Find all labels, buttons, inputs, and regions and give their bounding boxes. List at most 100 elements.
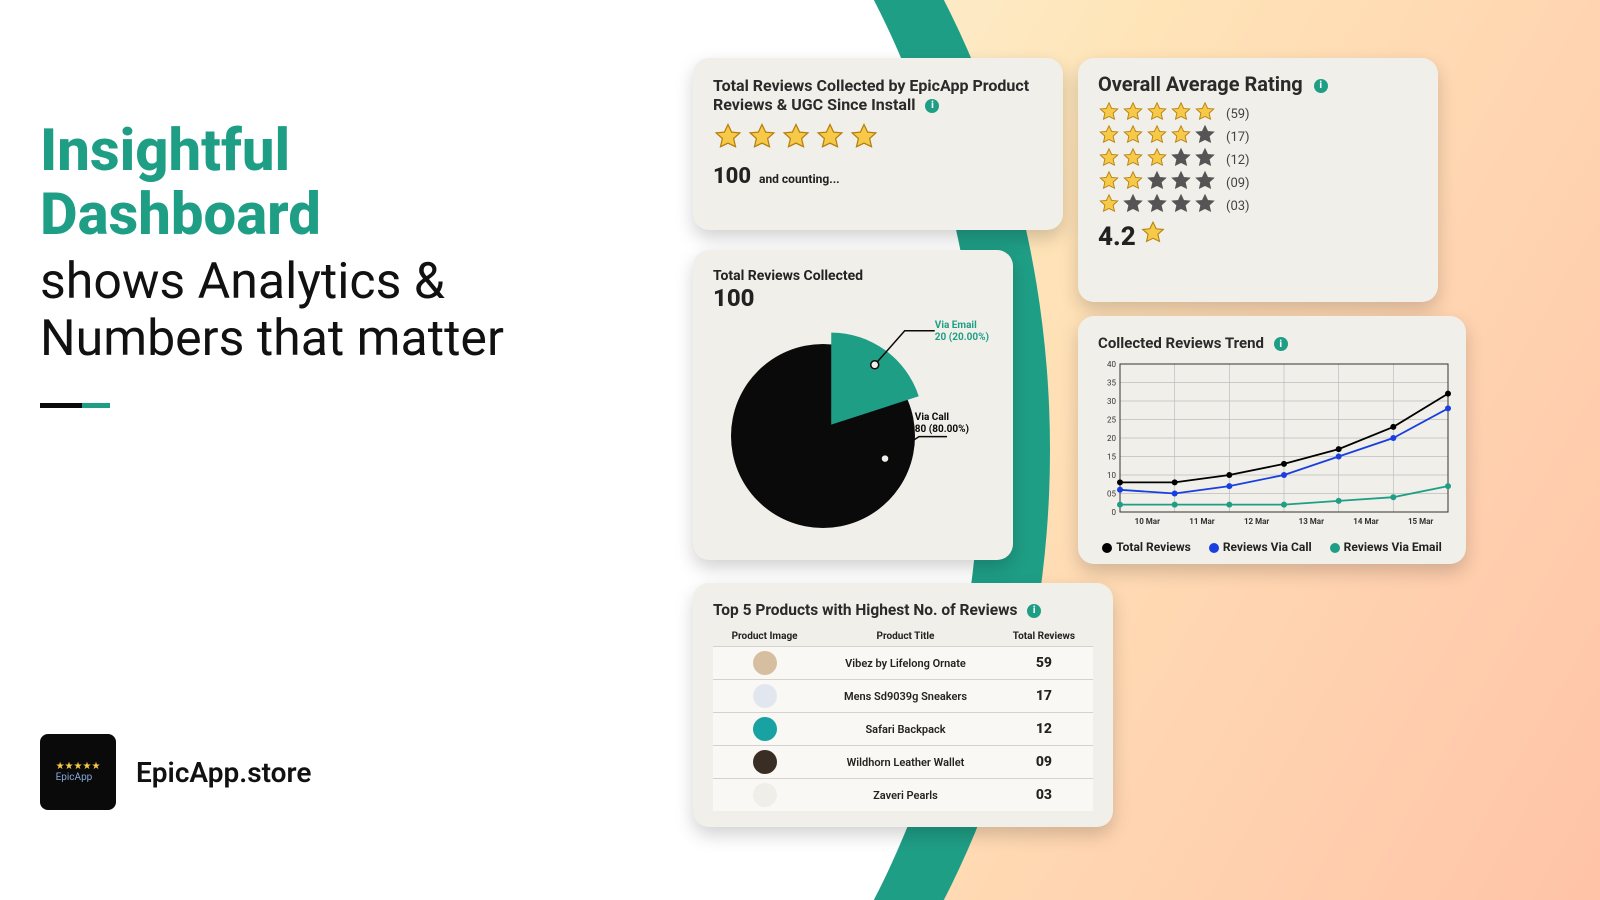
avg-title: Overall Average Rating i: [1098, 72, 1418, 96]
brand-name: EpicApp.store: [136, 756, 311, 789]
star-icon: [747, 122, 777, 156]
card-trend-chart: Collected Reviews Trend i 0 05 10 15 20 25 30 3…: [1078, 316, 1466, 564]
svg-text:25: 25: [1107, 416, 1116, 425]
trend-title-text: Collected Reviews Trend: [1098, 334, 1264, 352]
card-average-rating: Overall Average Rating i (59) (17) (12) (09…: [1078, 58, 1438, 302]
headline-black: shows Analytics & Numbers that matter: [40, 254, 560, 369]
star-icon: [713, 122, 743, 156]
product-reviews-cell: 59: [995, 647, 1093, 680]
headline-block: Insightful Dashboard shows Analytics & N…: [40, 120, 560, 408]
product-thumb-icon: [753, 651, 777, 675]
legend-item: Reviews Via Email: [1330, 540, 1442, 554]
star-icon: [1194, 193, 1216, 219]
card-total-title: Total Reviews Collected by EpicApp Produ…: [713, 76, 1043, 114]
legend-item: Total Reviews: [1102, 540, 1191, 554]
top5-table: Product ImageProduct TitleTotal Reviews …: [713, 627, 1093, 811]
star-icon: [815, 122, 845, 156]
svg-text:20: 20: [1107, 434, 1116, 443]
top5-title: Top 5 Products with Highest No. of Revie…: [713, 601, 1093, 619]
star-icon: [849, 122, 879, 156]
rating-count: (12): [1226, 153, 1250, 168]
svg-text:0: 0: [1112, 508, 1117, 517]
table-row: Safari Backpack12: [713, 713, 1093, 746]
pie-call-label: Via Call 80 (80.00%): [915, 412, 969, 436]
product-title-cell: Safari Backpack: [816, 713, 995, 746]
svg-text:15 Mar: 15 Mar: [1408, 517, 1433, 526]
card-total-reviews: Total Reviews Collected by EpicApp Produ…: [693, 58, 1063, 230]
pie-email-label: Via Email 20 (20.00%): [935, 320, 989, 344]
product-reviews-cell: 12: [995, 713, 1093, 746]
rating-count: (59): [1226, 107, 1250, 122]
rating-row: (03): [1098, 193, 1418, 219]
avg-value-row: 4.2: [1098, 220, 1418, 253]
table-row: Wildhorn Leather Wallet09: [713, 746, 1093, 779]
product-title-cell: Zaveri Pearls: [816, 779, 995, 812]
table-header-cell: Product Image: [713, 627, 816, 647]
pie-title: Total Reviews Collected: [713, 268, 993, 284]
star-icon: [781, 122, 811, 156]
product-title-cell: Wildhorn Leather Wallet: [816, 746, 995, 779]
pie-chart: Via Email 20 (20.00%) Via Call 80 (80.00…: [713, 316, 993, 536]
install-count: 100: [713, 164, 751, 189]
product-reviews-cell: 09: [995, 746, 1093, 779]
svg-text:13 Mar: 13 Mar: [1299, 517, 1324, 526]
table-row: Zaveri Pearls03: [713, 779, 1093, 812]
product-thumb-icon: [753, 684, 777, 708]
product-title-cell: Mens Sd9039g Sneakers: [816, 680, 995, 713]
brand-row: ★★★★★EpicApp EpicApp.store: [40, 734, 311, 810]
product-image-cell: [713, 779, 816, 812]
svg-text:14 Mar: 14 Mar: [1353, 517, 1378, 526]
table-header-row: Product ImageProduct TitleTotal Reviews: [713, 627, 1093, 647]
table-header-cell: Product Title: [816, 627, 995, 647]
svg-text:35: 35: [1107, 379, 1116, 388]
product-reviews-cell: 17: [995, 680, 1093, 713]
product-title-cell: Vibez by Lifelong Ornate: [816, 647, 995, 680]
svg-text:15: 15: [1107, 453, 1116, 462]
product-thumb-icon: [753, 717, 777, 741]
install-suffix: and counting...: [759, 172, 840, 186]
pie-total: 100: [713, 284, 993, 312]
table-row: Mens Sd9039g Sneakers17: [713, 680, 1093, 713]
table-row: Vibez by Lifelong Ornate59: [713, 647, 1093, 680]
info-icon[interactable]: i: [1274, 337, 1288, 351]
trend-legend: Total Reviews Reviews Via Call Reviews Via…: [1098, 540, 1446, 554]
table-header-cell: Total Reviews: [995, 627, 1093, 647]
star-icon: [1122, 193, 1144, 219]
product-thumb-icon: [753, 783, 777, 807]
legend-item: Reviews Via Call: [1209, 540, 1312, 554]
star-icon: [1170, 193, 1192, 219]
info-icon[interactable]: i: [1314, 79, 1328, 93]
svg-text:40: 40: [1107, 360, 1116, 369]
svg-text:10: 10: [1107, 471, 1116, 480]
product-reviews-cell: 03: [995, 779, 1093, 812]
product-image-cell: [713, 647, 816, 680]
svg-text:10 Mar: 10 Mar: [1135, 517, 1160, 526]
svg-text:30: 30: [1107, 397, 1116, 406]
card-total-title-text: Total Reviews Collected by EpicApp Produ…: [713, 76, 1029, 114]
star-icon: [1098, 193, 1120, 219]
svg-text:11 Mar: 11 Mar: [1189, 517, 1214, 526]
rating-count: (09): [1226, 176, 1250, 191]
headline-green: Insightful Dashboard: [40, 120, 560, 248]
avg-value: 4.2: [1098, 222, 1136, 252]
info-icon[interactable]: i: [1027, 604, 1041, 618]
card-pie-chart: Total Reviews Collected 100 Via Email 20…: [693, 250, 1013, 560]
product-thumb-icon: [753, 750, 777, 774]
trend-chart: 0 05 10 15 20 25 30 35 40 10 Mar 11 Mar 12 Mar 13 Ma…: [1098, 360, 1446, 534]
star-icon: [1146, 193, 1168, 219]
info-icon[interactable]: i: [925, 99, 939, 113]
headline-rule: [40, 403, 110, 408]
avg-title-text: Overall Average Rating: [1098, 72, 1303, 96]
svg-text:12 Mar: 12 Mar: [1244, 517, 1269, 526]
rating-breakdown: (59) (17) (12) (09) (03): [1098, 101, 1418, 219]
trend-title: Collected Reviews Trend i: [1098, 334, 1446, 352]
svg-text:05: 05: [1107, 490, 1116, 499]
star-icon: [1140, 220, 1166, 253]
product-image-cell: [713, 713, 816, 746]
rating-count: (17): [1226, 130, 1250, 145]
brand-logo-icon: ★★★★★EpicApp: [40, 734, 116, 810]
rating-count: (03): [1226, 199, 1250, 214]
card-top5-products: Top 5 Products with Highest No. of Revie…: [693, 583, 1113, 827]
product-image-cell: [713, 680, 816, 713]
stars-row: [713, 122, 1043, 156]
